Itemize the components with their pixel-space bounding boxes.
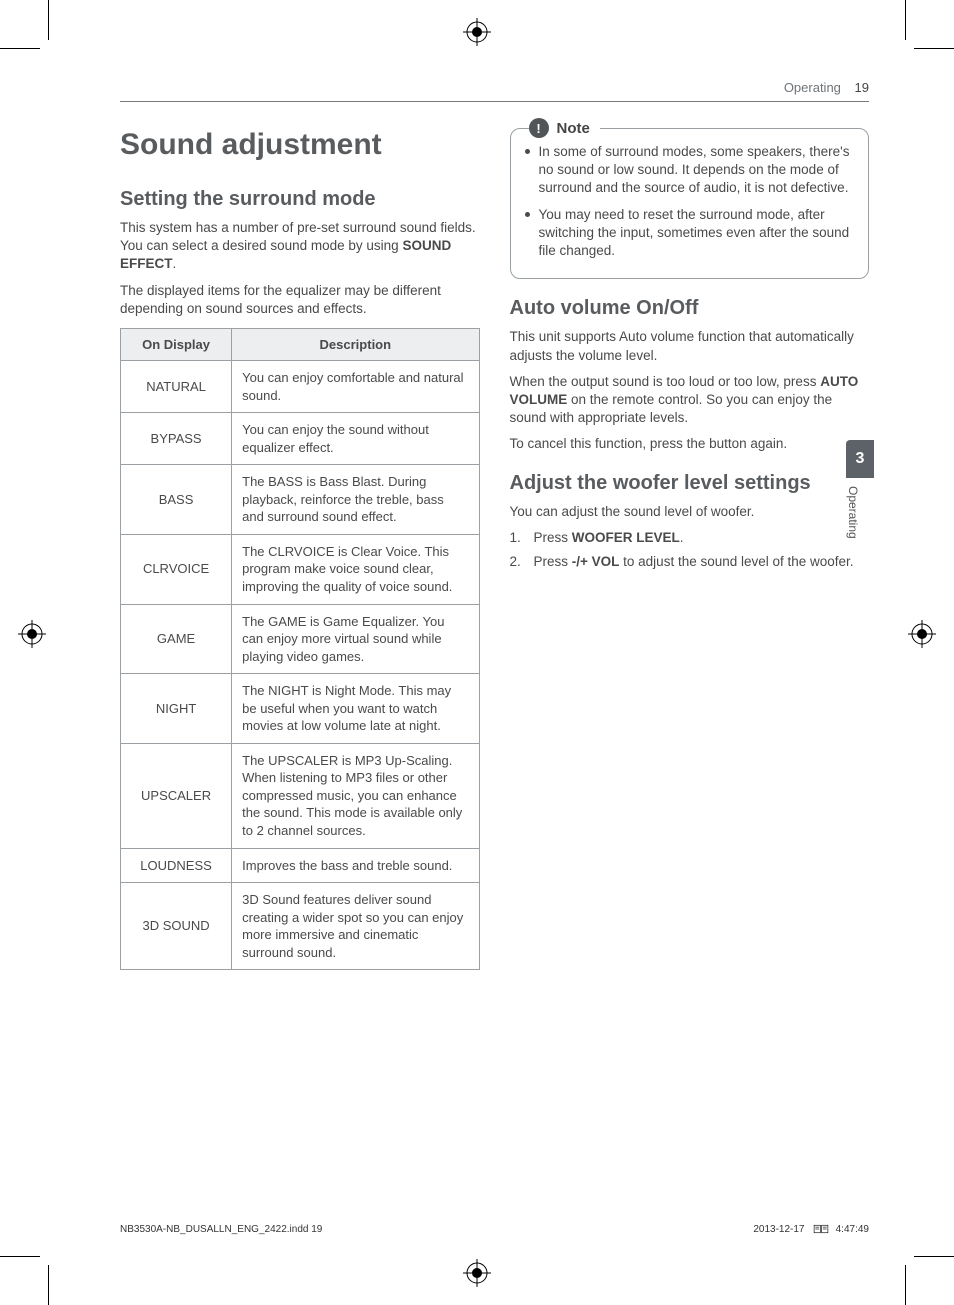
header-page-number: 19 [855,80,869,95]
table-row: NIGHTThe NIGHT is Night Mode. This may b… [121,674,480,744]
note-item: In some of surround modes, some speakers… [525,143,855,198]
table-header-display: On Display [121,329,232,361]
step-item: Press WOOFER LEVEL. [510,529,870,547]
book-icon [813,1224,829,1234]
table-row: GAMEThe GAME is Game Equalizer. You can … [121,604,480,674]
registration-mark-icon [908,620,936,648]
section-heading-surround: Setting the surround mode [120,188,480,211]
side-tab-number: 3 [846,440,874,478]
footer-filename: NB3530A-NB_DUSALLN_ENG_2422.indd 19 [120,1224,322,1235]
table-row: NATURALYou can enjoy comfortable and nat… [121,361,480,413]
registration-mark-icon [18,620,46,648]
paragraph: To cancel this function, press the butto… [510,435,870,453]
section-heading-autovol: Auto volume On/Off [510,297,870,320]
table-row: 3D SOUND3D Sound features deliver sound … [121,883,480,970]
note-box: ! Note In some of surround modes, some s… [510,128,870,279]
paragraph: The displayed items for the equalizer ma… [120,282,480,318]
note-item: You may need to reset the surround mode,… [525,206,855,261]
footer-timestamp: 2013-12-17 4:47:49 [753,1224,869,1235]
step-item: Press -/+ VOL to adjust the sound level … [510,553,870,571]
table-row: LOUDNESSImproves the bass and treble sou… [121,848,480,883]
registration-mark-icon [463,1259,491,1287]
note-icon: ! [529,118,549,138]
header-section: Operating [784,80,841,95]
paragraph: You can adjust the sound level of woofer… [510,503,870,521]
table-header-description: Description [232,329,479,361]
registration-mark-icon [463,18,491,46]
sound-mode-table: On Display Description NATURALYou can en… [120,328,480,970]
paragraph: This system has a number of pre-set surr… [120,219,480,274]
table-row: BASSThe BASS is Bass Blast. During playb… [121,465,480,535]
page-title: Sound adjustment [120,128,480,162]
side-tab-label: Operating [846,478,866,539]
table-row: CLRVOICEThe CLRVOICE is Clear Voice. Thi… [121,534,480,604]
note-title: Note [557,120,590,137]
table-row: UPSCALERThe UPSCALER is MP3 Up-Scaling. … [121,743,480,848]
section-heading-woofer: Adjust the woofer level settings [510,472,870,495]
paragraph: This unit supports Auto volume function … [510,328,870,364]
paragraph: When the output sound is too loud or too… [510,373,870,428]
page-header: Operating 19 [120,80,869,102]
side-tab: 3 Operating [846,440,874,539]
table-row: BYPASSYou can enjoy the sound without eq… [121,413,480,465]
